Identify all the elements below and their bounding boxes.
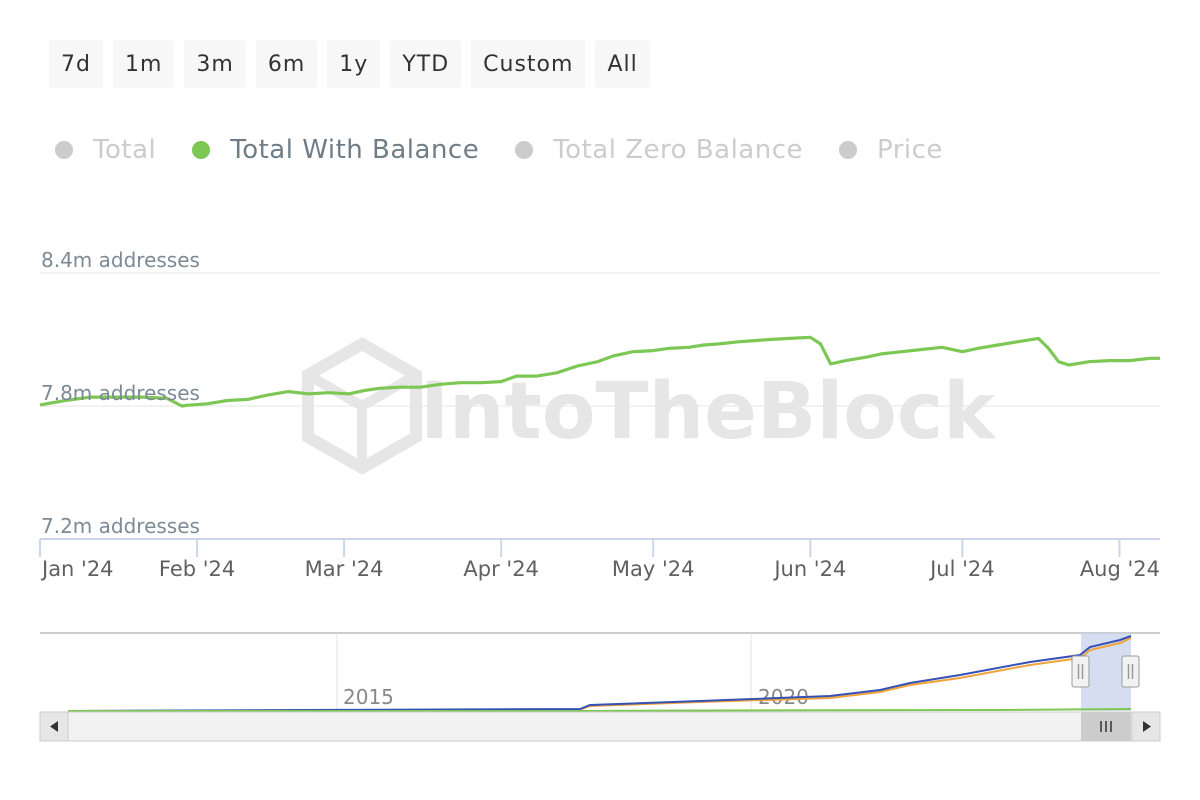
range-button-1y[interactable]: 1y	[327, 40, 381, 88]
y-axis-labels: 8.4m addresses 7.8m addresses 7.2m address…	[41, 248, 200, 538]
range-button-3m[interactable]: 3m	[184, 40, 246, 88]
y-tick-label: 8.4m addresses	[41, 248, 200, 272]
range-button-6m[interactable]: 6m	[255, 40, 318, 88]
y-tick-label: 7.8m addresses	[41, 381, 200, 405]
arrow-right-icon	[1143, 721, 1151, 732]
legend-label: Price	[877, 135, 943, 165]
range-button-ytd[interactable]: YTD	[390, 40, 462, 88]
range-selector: 7d 1m 3m 6m 1y YTD Custom All	[49, 40, 650, 88]
legend-label: Total With Balance	[230, 135, 480, 165]
x-tick-label: May '24	[612, 557, 695, 581]
legend-label: Total	[93, 135, 157, 165]
scrollbar[interactable]	[39, 711, 1161, 742]
x-tick-label: Aug '24	[1080, 557, 1160, 581]
range-button-all[interactable]: All	[595, 40, 650, 88]
legend-dot-icon	[839, 141, 857, 159]
arrow-left-icon	[50, 721, 58, 732]
grid	[40, 272, 1160, 540]
scrollbar-track[interactable]	[39, 711, 1161, 742]
x-tick-label: Jun '24	[772, 557, 846, 581]
y-tick-label: 7.2m addresses	[41, 514, 200, 538]
navigator-line-total	[67, 635, 1132, 712]
series-layer	[39, 335, 1160, 408]
legend-item-price[interactable]: Price	[839, 135, 943, 165]
x-tick-label: Apr '24	[463, 557, 539, 581]
range-button-custom[interactable]: Custom	[471, 40, 586, 88]
x-tick-label: Mar '24	[305, 557, 384, 581]
x-axis: Jan '24 Feb '24 Mar '24 Apr '24 May '24 Jun '…	[39, 538, 1160, 581]
range-button-7d[interactable]: 7d	[49, 40, 103, 88]
series-line-total-with-balance	[39, 335, 1160, 408]
legend-dot-icon	[55, 141, 73, 159]
legend-label: Total Zero Balance	[553, 135, 803, 165]
x-tick-label: Jan '24	[40, 557, 114, 581]
navigator-line-total-zero-balance	[67, 637, 1132, 712]
x-tick-label: Feb '24	[159, 557, 235, 581]
navigator[interactable]: 2015 2020	[40, 632, 1160, 712]
navigator-handle-left[interactable]	[1071, 655, 1090, 688]
legend-item-total[interactable]: Total	[55, 135, 156, 165]
navigator-label-2015: 2015	[343, 685, 394, 709]
legend-dot-icon	[192, 141, 211, 159]
range-button-1m[interactable]: 1m	[112, 40, 175, 88]
navigator-handle-right[interactable]	[1121, 655, 1140, 688]
chart-legend: Total Total With Balance Total Zero Balanc…	[55, 128, 979, 172]
legend-item-total-with-balance[interactable]: Total With Balance	[192, 135, 479, 165]
legend-dot-icon	[515, 141, 534, 159]
legend-item-total-zero-balance[interactable]: Total Zero Balance	[515, 135, 803, 165]
x-tick-label: Jul '24	[928, 557, 995, 581]
navigator-line-with-balance	[68, 708, 1132, 712]
watermark-text: IntoTheBlock	[420, 367, 997, 457]
